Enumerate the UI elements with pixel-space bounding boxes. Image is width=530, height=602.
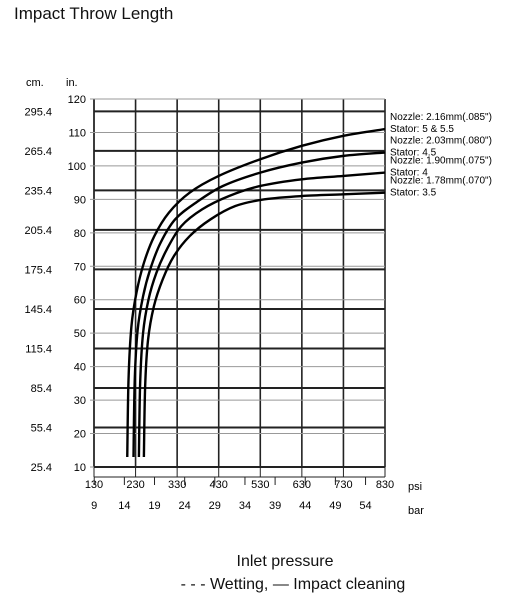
bar-tick-label: 19	[148, 500, 160, 512]
cm-tick-label: 145.4	[24, 304, 52, 316]
chart-title: Impact Throw Length	[14, 4, 174, 23]
series-stator-label: Stator: 3.5	[390, 188, 437, 199]
series-line-3	[137, 171, 386, 457]
cm-tick-label: 25.4	[31, 462, 52, 474]
series-nozzle-label: Nozzle: 2.03mm(.080")	[390, 136, 492, 147]
legend-text: - - - Wetting, — Impact cleaning	[180, 576, 406, 593]
in-tick-label: 70	[74, 261, 86, 273]
bar-tick-label: 14	[118, 500, 130, 512]
in-tick-label: 20	[74, 429, 86, 441]
psi-tick-label: 530	[251, 479, 269, 491]
series-line-1	[126, 127, 386, 457]
bar-tick-label: 9	[91, 500, 97, 512]
series-nozzle-label: Nozzle: 1.78mm(.070")	[390, 176, 492, 187]
bar-tick-label: 24	[179, 500, 191, 512]
psi-tick-label: 230	[126, 479, 144, 491]
series-stator-label: Stator: 4	[390, 168, 428, 179]
cm-tick-label: 55.4	[31, 422, 52, 434]
cm-axis-unit: cm.	[26, 77, 44, 89]
in-tick-label: 100	[68, 161, 86, 173]
psi-tick-label: 630	[293, 479, 311, 491]
in-tick-label: 80	[74, 228, 86, 240]
psi-tick-label: 330	[168, 479, 186, 491]
series-line-4	[142, 191, 386, 457]
cm-tick-label: 205.4	[24, 225, 52, 237]
bar-tick-label: 34	[239, 500, 251, 512]
psi-tick-label: 430	[210, 479, 228, 491]
in-tick-label: 120	[68, 94, 86, 106]
in-tick-label: 30	[74, 395, 86, 407]
in-tick-label: 40	[74, 362, 86, 374]
bar-tick-label: 39	[269, 500, 281, 512]
in-tick-label: 50	[74, 328, 86, 340]
in-tick-label: 110	[68, 127, 86, 139]
in-tick-label: 10	[74, 462, 86, 474]
cm-tick-label: 265.4	[24, 146, 52, 158]
in-axis-unit: in.	[66, 77, 78, 89]
bar-tick-label: 49	[329, 500, 341, 512]
in-tick-label: 60	[74, 295, 86, 307]
bar-axis-unit: bar	[408, 505, 424, 517]
series-nozzle-label: Nozzle: 1.90mm(.075")	[390, 156, 492, 167]
in-tick-label: 90	[74, 194, 86, 206]
cm-tick-label: 175.4	[24, 264, 52, 276]
psi-tick-label: 730	[334, 479, 352, 491]
series-line-2	[132, 151, 386, 457]
series-nozzle-label: Nozzle: 2.16mm(.085")	[390, 112, 492, 123]
bar-tick-label: 54	[359, 500, 371, 512]
cm-tick-label: 235.4	[24, 185, 52, 197]
psi-axis-unit: psi	[408, 481, 422, 493]
cm-tick-label: 295.4	[24, 106, 52, 118]
series-stator-label: Stator: 5 & 5.5	[390, 124, 454, 135]
x-axis-title: Inlet pressure	[236, 553, 334, 570]
bar-tick-label: 29	[209, 500, 221, 512]
series-stator-label: Stator: 4.5	[390, 148, 437, 159]
psi-tick-label: 830	[376, 479, 394, 491]
bar-tick-label: 44	[299, 500, 311, 512]
cm-tick-label: 85.4	[31, 383, 52, 395]
cm-tick-label: 115.4	[25, 343, 52, 355]
